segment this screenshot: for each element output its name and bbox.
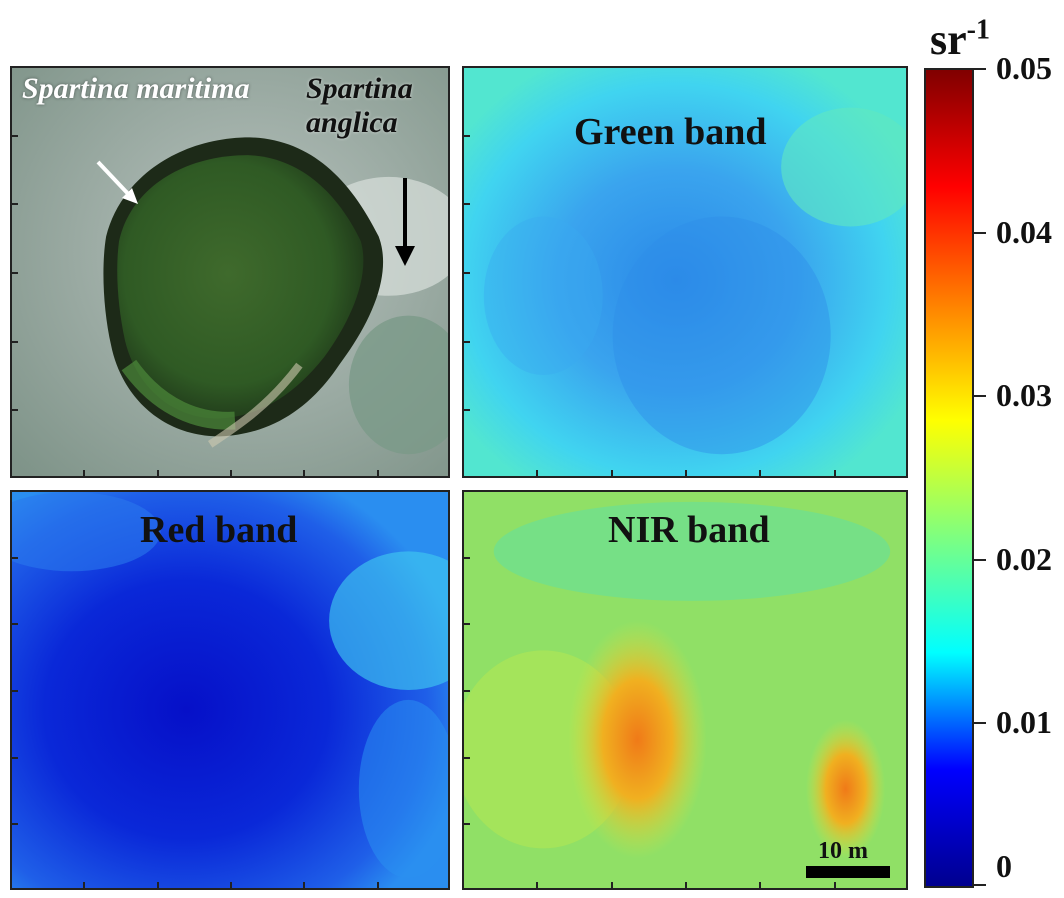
panel-axis-tick [12, 623, 18, 626]
colorbar-tick-label: 0.04 [996, 213, 1052, 250]
colorbar-tick [974, 722, 986, 725]
panel-axis-tick [12, 340, 18, 343]
colorbar [924, 68, 974, 888]
colorbar-unit-base: sr [930, 15, 967, 64]
green-band-panel [462, 66, 908, 478]
green-band-title: Green band [574, 111, 767, 153]
aerial-photo [12, 68, 448, 476]
panel-axis-tick [685, 470, 687, 476]
panel-axis-tick [610, 882, 613, 888]
panel-axis-tick [833, 882, 836, 888]
colorbar-tick-label: 0.03 [996, 377, 1052, 414]
nir-band-title: NIR band [608, 509, 770, 551]
panel-axis-tick [12, 409, 18, 412]
aerial-photo-panel [10, 66, 450, 478]
red-band-panel [10, 490, 450, 890]
panel-axis-tick [12, 756, 18, 759]
panel-axis-tick [303, 882, 306, 888]
colorbar-tick-label: 0.05 [996, 50, 1052, 86]
panel-axis-tick [464, 203, 470, 206]
panel-axis-tick [464, 272, 470, 274]
panel-axis-tick [685, 882, 687, 888]
panel-axis-tick [12, 823, 18, 826]
panel-axis-tick [156, 882, 159, 888]
scale-bar [806, 866, 890, 878]
colorbar-tick [974, 231, 986, 234]
panel-axis-tick [464, 623, 470, 626]
panel-axis-tick [464, 340, 470, 343]
panel-axis-tick [536, 470, 539, 476]
panel-axis-tick [156, 470, 159, 476]
nir-band-panel [462, 490, 908, 890]
panel-axis-tick [83, 470, 86, 476]
panel-axis-tick [376, 470, 379, 476]
panel-axis-tick [464, 556, 470, 559]
panel-axis-tick [303, 470, 306, 476]
red-band-title: Red band [140, 509, 298, 551]
panel-axis-tick [464, 756, 470, 759]
scale-bar-label: 10 m [818, 838, 868, 864]
panel-axis-tick [12, 134, 18, 137]
panel-axis-tick [759, 470, 762, 476]
panel-axis-tick [376, 882, 379, 888]
nir-band-map [464, 492, 906, 888]
spartina-maritima-label: Spartina maritima [22, 72, 250, 105]
colorbar-tick [974, 395, 986, 398]
panel-axis-tick [464, 134, 470, 137]
arrow-anglica-icon [395, 178, 415, 266]
panel-axis-tick [12, 556, 18, 559]
colorbar-unit: sr-1 [930, 14, 990, 65]
panel-axis-tick [230, 882, 232, 888]
colorbar-tick-label: 0.01 [996, 704, 1052, 741]
panel-axis-tick [759, 882, 762, 888]
panel-axis-tick [464, 690, 470, 692]
colorbar-tick [974, 884, 986, 886]
panel-axis-tick [83, 882, 86, 888]
panel-axis-tick [230, 470, 232, 476]
panel-axis-tick [12, 690, 18, 692]
panel-axis-tick [536, 882, 539, 888]
green-band-map [464, 68, 906, 476]
colorbar-tick [974, 558, 986, 561]
spartina-anglica-label: Spartina anglica [306, 72, 413, 139]
colorbar-tick [974, 68, 986, 70]
panel-axis-tick [833, 470, 836, 476]
colorbar-tick-label: 0.02 [996, 540, 1052, 577]
red-band-map [12, 492, 448, 888]
panel-axis-tick [12, 272, 18, 274]
panel-axis-tick [464, 409, 470, 412]
colorbar-tick-label: 0 [996, 848, 1012, 884]
colorbar-unit-exponent: -1 [966, 14, 990, 46]
panel-axis-tick [464, 823, 470, 826]
panel-axis-tick [610, 470, 613, 476]
panel-axis-tick [12, 203, 18, 206]
arrow-maritima-icon [96, 160, 138, 204]
